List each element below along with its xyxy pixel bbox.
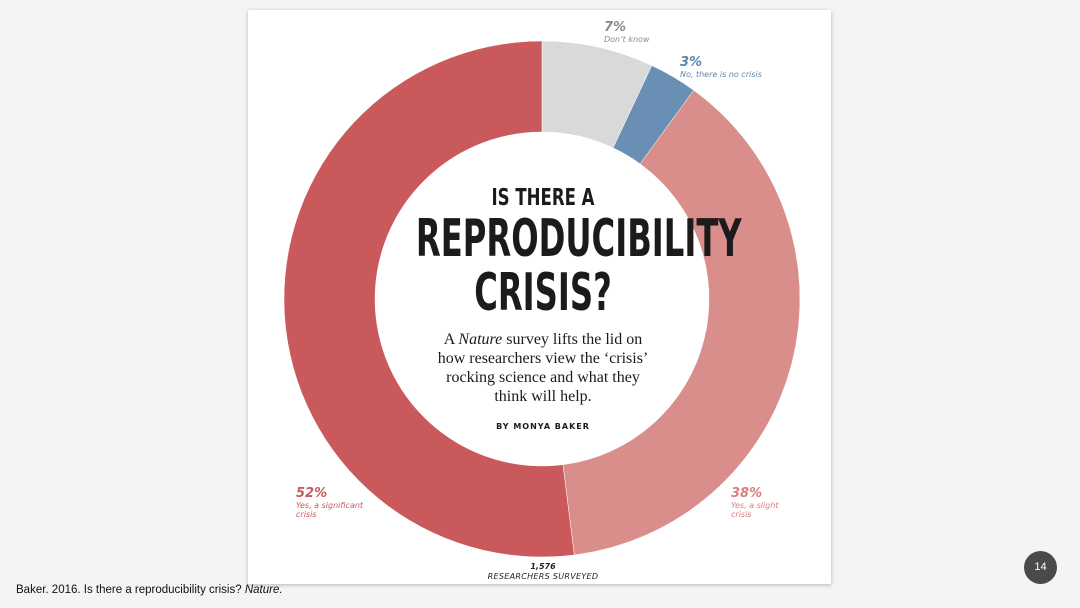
label-no-crisis-text: No, there is no crisis [680,70,762,79]
byline: BY MONYA BAKER [496,422,590,431]
citation-journal: Nature. [244,584,283,596]
label-no-crisis: 3% No, there is no crisis [680,55,762,80]
subtitle-italic: Nature [458,331,503,348]
center-text: IS THERE A REPRODUCIBILITY CRISIS? A Nat… [398,170,742,431]
label-total-number: 1,576 [530,562,556,571]
label-slight: 38% Yes, a slight crisis [731,486,779,520]
donut-slice-3 [283,40,575,558]
page-number-badge: 14 [1024,551,1057,584]
donut-slice-2 [562,89,801,556]
figure-card: IS THERE A REPRODUCIBILITY CRISIS? A Nat… [248,10,831,584]
subtitle: A Nature survey lifts the lid on how res… [398,330,688,406]
subtitle-pre: A [443,331,455,348]
label-significant: 52% Yes, a significant crisis [296,486,364,520]
label-significant-text-1: Yes, a significant [296,501,364,510]
label-dont-know: 7% Don’t know [604,20,650,45]
label-significant-pct: 52% [296,486,328,501]
label-slight-text-1: Yes, a slight [731,501,779,510]
label-dont-know-text: Don’t know [604,35,650,44]
headline-line-2: REPRODUCIBILITY [415,209,742,269]
citation: Baker. 2016. Is there a reproducibility … [16,584,283,596]
label-slight-pct: 38% [731,486,763,501]
label-dont-know-pct: 7% [604,20,627,35]
label-no-crisis-pct: 3% [680,55,703,70]
label-total-text: RESEARCHERS SURVEYED [487,572,599,581]
headline-line-1: IS THERE A [491,185,595,211]
headline-line-3: CRISIS? [474,263,612,323]
donut-chart [283,40,801,558]
subtitle-post: survey lifts the lid on how researchers … [437,331,649,405]
label-significant-text-2: crisis [296,510,317,519]
label-total: 1,576 RESEARCHERS SURVEYED [468,562,618,582]
label-slight-text-2: crisis [731,510,752,519]
citation-text: Baker. 2016. Is there a reproducibility … [16,584,242,596]
